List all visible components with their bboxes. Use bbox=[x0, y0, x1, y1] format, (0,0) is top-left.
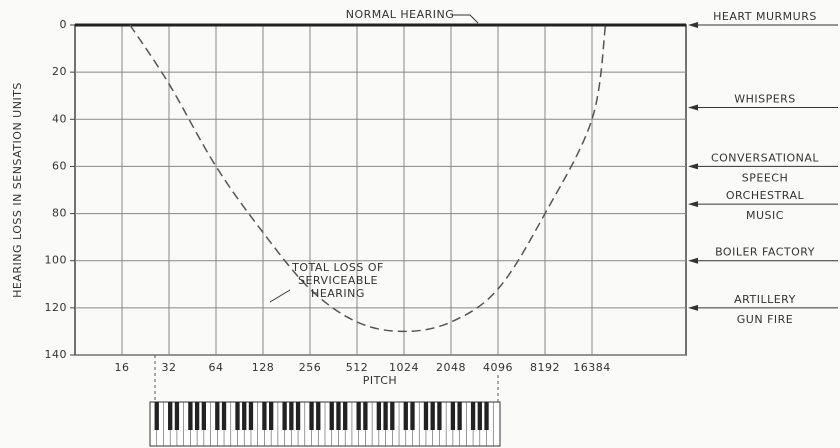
x-tick-label: 256 bbox=[299, 361, 322, 374]
black-key bbox=[215, 402, 219, 430]
black-key bbox=[242, 402, 246, 430]
y-tick-label: 40 bbox=[52, 112, 67, 125]
reference-label: ARTILLERY bbox=[734, 293, 796, 306]
y-tick-label: 20 bbox=[52, 65, 67, 78]
black-key bbox=[316, 402, 320, 430]
black-key bbox=[451, 402, 455, 430]
piano-keyboard bbox=[150, 402, 500, 446]
chart: HEARING LOSS IN SENSATION UNITS PITCH 0 2… bbox=[0, 0, 840, 448]
black-key bbox=[168, 402, 172, 430]
normal-hearing-label: NORMAL HEARING bbox=[346, 8, 455, 21]
y-tick-label: 100 bbox=[45, 254, 68, 267]
y-tick-label: 0 bbox=[60, 18, 68, 31]
black-key bbox=[235, 402, 239, 430]
black-key bbox=[343, 402, 347, 430]
black-key bbox=[383, 402, 387, 430]
y-tick-label: 140 bbox=[45, 348, 68, 361]
y-tick-label: 60 bbox=[52, 159, 67, 172]
x-tick-label: 64 bbox=[209, 361, 224, 374]
black-key bbox=[357, 402, 361, 430]
x-tick-label: 128 bbox=[252, 361, 275, 374]
black-key bbox=[437, 402, 441, 430]
black-key bbox=[424, 402, 428, 430]
x-tick-label: 32 bbox=[162, 361, 177, 374]
black-key bbox=[478, 402, 482, 430]
black-key bbox=[289, 402, 293, 430]
black-key bbox=[188, 402, 192, 430]
black-key bbox=[377, 402, 381, 430]
black-key bbox=[336, 402, 340, 430]
plot-frame bbox=[75, 25, 686, 355]
curve-label-pointer bbox=[270, 290, 290, 302]
curve-label: TOTAL LOSS OF bbox=[291, 261, 384, 274]
reference-label: CONVERSATIONAL bbox=[711, 151, 819, 164]
x-tick-label: 1024 bbox=[389, 361, 419, 374]
arrow-head bbox=[688, 105, 698, 111]
black-key bbox=[471, 402, 475, 430]
x-tick-label: 512 bbox=[346, 361, 369, 374]
arrow-head bbox=[688, 22, 698, 28]
black-key bbox=[249, 402, 253, 430]
reference-label: ORCHESTRAL bbox=[726, 189, 805, 202]
black-key bbox=[457, 402, 461, 430]
black-key bbox=[296, 402, 300, 430]
y-axis-label: HEARING LOSS IN SENSATION UNITS bbox=[11, 82, 24, 298]
y-tick-label: 120 bbox=[45, 301, 68, 314]
arrow-head bbox=[688, 305, 698, 311]
arrow-head bbox=[688, 163, 698, 169]
curve-label: SERVICEABLE bbox=[298, 274, 378, 287]
x-tick-label: 2048 bbox=[436, 361, 466, 374]
black-key bbox=[222, 402, 226, 430]
black-key bbox=[282, 402, 286, 430]
x-tick-label: 16 bbox=[115, 361, 130, 374]
reference-label: GUN FIRE bbox=[737, 313, 793, 326]
reference-label: WHISPERS bbox=[734, 93, 796, 106]
black-key bbox=[363, 402, 367, 430]
black-key bbox=[410, 402, 414, 430]
black-key bbox=[484, 402, 488, 430]
x-tick-label: 16384 bbox=[573, 361, 611, 374]
x-axis-label: PITCH bbox=[363, 374, 397, 387]
black-key bbox=[309, 402, 313, 430]
arrow-head bbox=[688, 258, 698, 264]
black-key bbox=[404, 402, 408, 430]
black-key bbox=[431, 402, 435, 430]
reference-label: MUSIC bbox=[746, 209, 784, 222]
arrow-head bbox=[688, 201, 698, 207]
black-key bbox=[175, 402, 179, 430]
black-key bbox=[269, 402, 273, 430]
curve-label: HEARING bbox=[311, 287, 365, 300]
black-key bbox=[390, 402, 394, 430]
reference-label: BOILER FACTORY bbox=[715, 246, 815, 259]
black-key bbox=[195, 402, 199, 430]
black-key bbox=[262, 402, 266, 430]
reference-label: SPEECH bbox=[742, 171, 788, 184]
black-key bbox=[330, 402, 334, 430]
reference-label: HEART MURMURS bbox=[713, 10, 817, 23]
normal-hearing-pointer bbox=[452, 15, 478, 23]
y-tick-label: 80 bbox=[52, 207, 67, 220]
black-key bbox=[202, 402, 206, 430]
x-tick-label: 4096 bbox=[483, 361, 513, 374]
x-tick-label: 8192 bbox=[530, 361, 560, 374]
black-key bbox=[155, 402, 159, 430]
